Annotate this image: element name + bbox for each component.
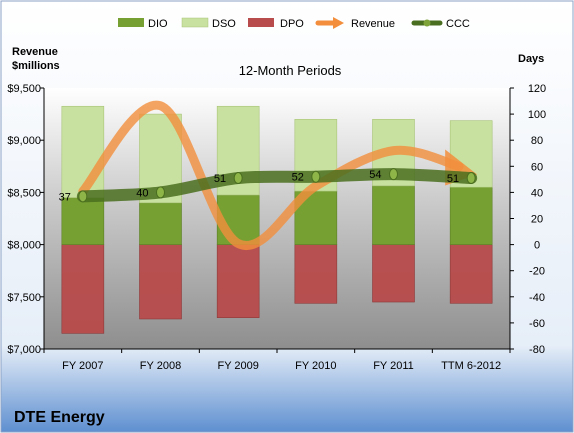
ccc-line: [76, 168, 478, 203]
legend-arrow-revenue: [333, 17, 344, 29]
legend-label-ccc: CCC: [446, 18, 470, 30]
left-tick-label-0: $7,000: [7, 344, 41, 356]
ccc-data-label-0: 37: [59, 191, 71, 203]
ccc-marker-1: [156, 186, 165, 199]
x-tick-label-3: FY 2010: [295, 360, 336, 372]
right-tick-label-6: 40: [531, 187, 543, 199]
right-tick-label-2: -40: [529, 292, 545, 304]
legend-label-revenue: Revenue: [351, 18, 395, 30]
axes-layer: $7,000 $7,500 $8,000 $8,500 $9,000 $9,500 -80 -…: [7, 83, 546, 372]
right-tick-label-10: 120: [528, 83, 546, 95]
left-axis-title-line1: Revenue: [12, 46, 58, 58]
x-tick-label-5: TTM 6-2012: [441, 360, 501, 372]
x-tick-label-1: FY 2008: [140, 360, 181, 372]
bar-dpo-1: [139, 244, 182, 320]
bar-dpo-0: [61, 244, 105, 334]
revenue-line: [78, 100, 464, 251]
bar-dio-1: [139, 202, 182, 245]
bar-dpo-2: [216, 244, 260, 318]
right-tick-label-5: 20: [531, 214, 543, 226]
left-tick-label-4: $9,000: [7, 135, 41, 147]
right-tick-label-8: 80: [531, 135, 543, 147]
bar-dso-0: [61, 105, 105, 198]
right-tick-label-3: -20: [529, 266, 545, 278]
left-axis-title-line2: $millions: [12, 60, 60, 72]
chart-title: 12-Month Periods: [239, 63, 342, 78]
plot-area: [44, 88, 510, 349]
ccc-marker-0: [78, 190, 88, 203]
left-tick-label-5: $9,500: [7, 83, 41, 95]
right-tick-label-1: -60: [529, 318, 545, 330]
legend-marker-ccc: [423, 19, 431, 27]
bar-dpo-5: [449, 244, 493, 304]
right-axis-title: Days: [518, 53, 544, 65]
right-tick-label-7: 60: [531, 161, 543, 173]
right-tick-label-4: 0: [534, 240, 540, 252]
left-tick-label-3: $8,500: [7, 187, 41, 199]
legend-swatch-dso: [181, 17, 209, 28]
left-tick-label-2: $8,000: [7, 240, 41, 252]
legend-label-dso: DSO: [212, 18, 236, 30]
x-tick-label-4: FY 2011: [373, 360, 414, 372]
right-tick-label-9: 100: [528, 109, 546, 121]
bars-layer: [61, 105, 493, 334]
left-tick-label-1: $7,500: [7, 292, 41, 304]
x-tick-label-2: FY 2009: [217, 360, 258, 372]
bar-dio-0: [61, 197, 105, 245]
ccc-data-label-1: 40: [136, 187, 148, 199]
ccc-data-label-5: 51: [447, 173, 459, 185]
bar-dio-5: [449, 186, 493, 245]
legend: DIO DSO DPO Revenue CCC: [118, 17, 470, 30]
legend-swatch-dpo: [248, 18, 274, 27]
ccc-data-label-3: 52: [292, 172, 304, 184]
bar-dio-4: [372, 185, 415, 245]
legend-label-dio: DIO: [148, 18, 168, 30]
bar-dpo-3: [294, 244, 338, 304]
ccc-marker-3: [311, 170, 321, 183]
ccc-marker-5: [466, 172, 476, 185]
company-name: DTE Energy: [14, 409, 105, 426]
ccc-data-label-4: 54: [369, 169, 381, 181]
ccc-data-label-2: 51: [214, 173, 226, 185]
right-tick-label-0: -80: [529, 344, 545, 356]
lines-layer: 37 40 51 52 54 51: [59, 100, 478, 251]
ccc-marker-2: [233, 172, 243, 185]
legend-swatch-dio: [118, 18, 144, 27]
legend-label-dpo: DPO: [280, 18, 304, 30]
ccc-marker-4: [389, 168, 398, 181]
x-tick-label-0: FY 2007: [62, 360, 103, 372]
bar-dpo-4: [372, 244, 415, 303]
